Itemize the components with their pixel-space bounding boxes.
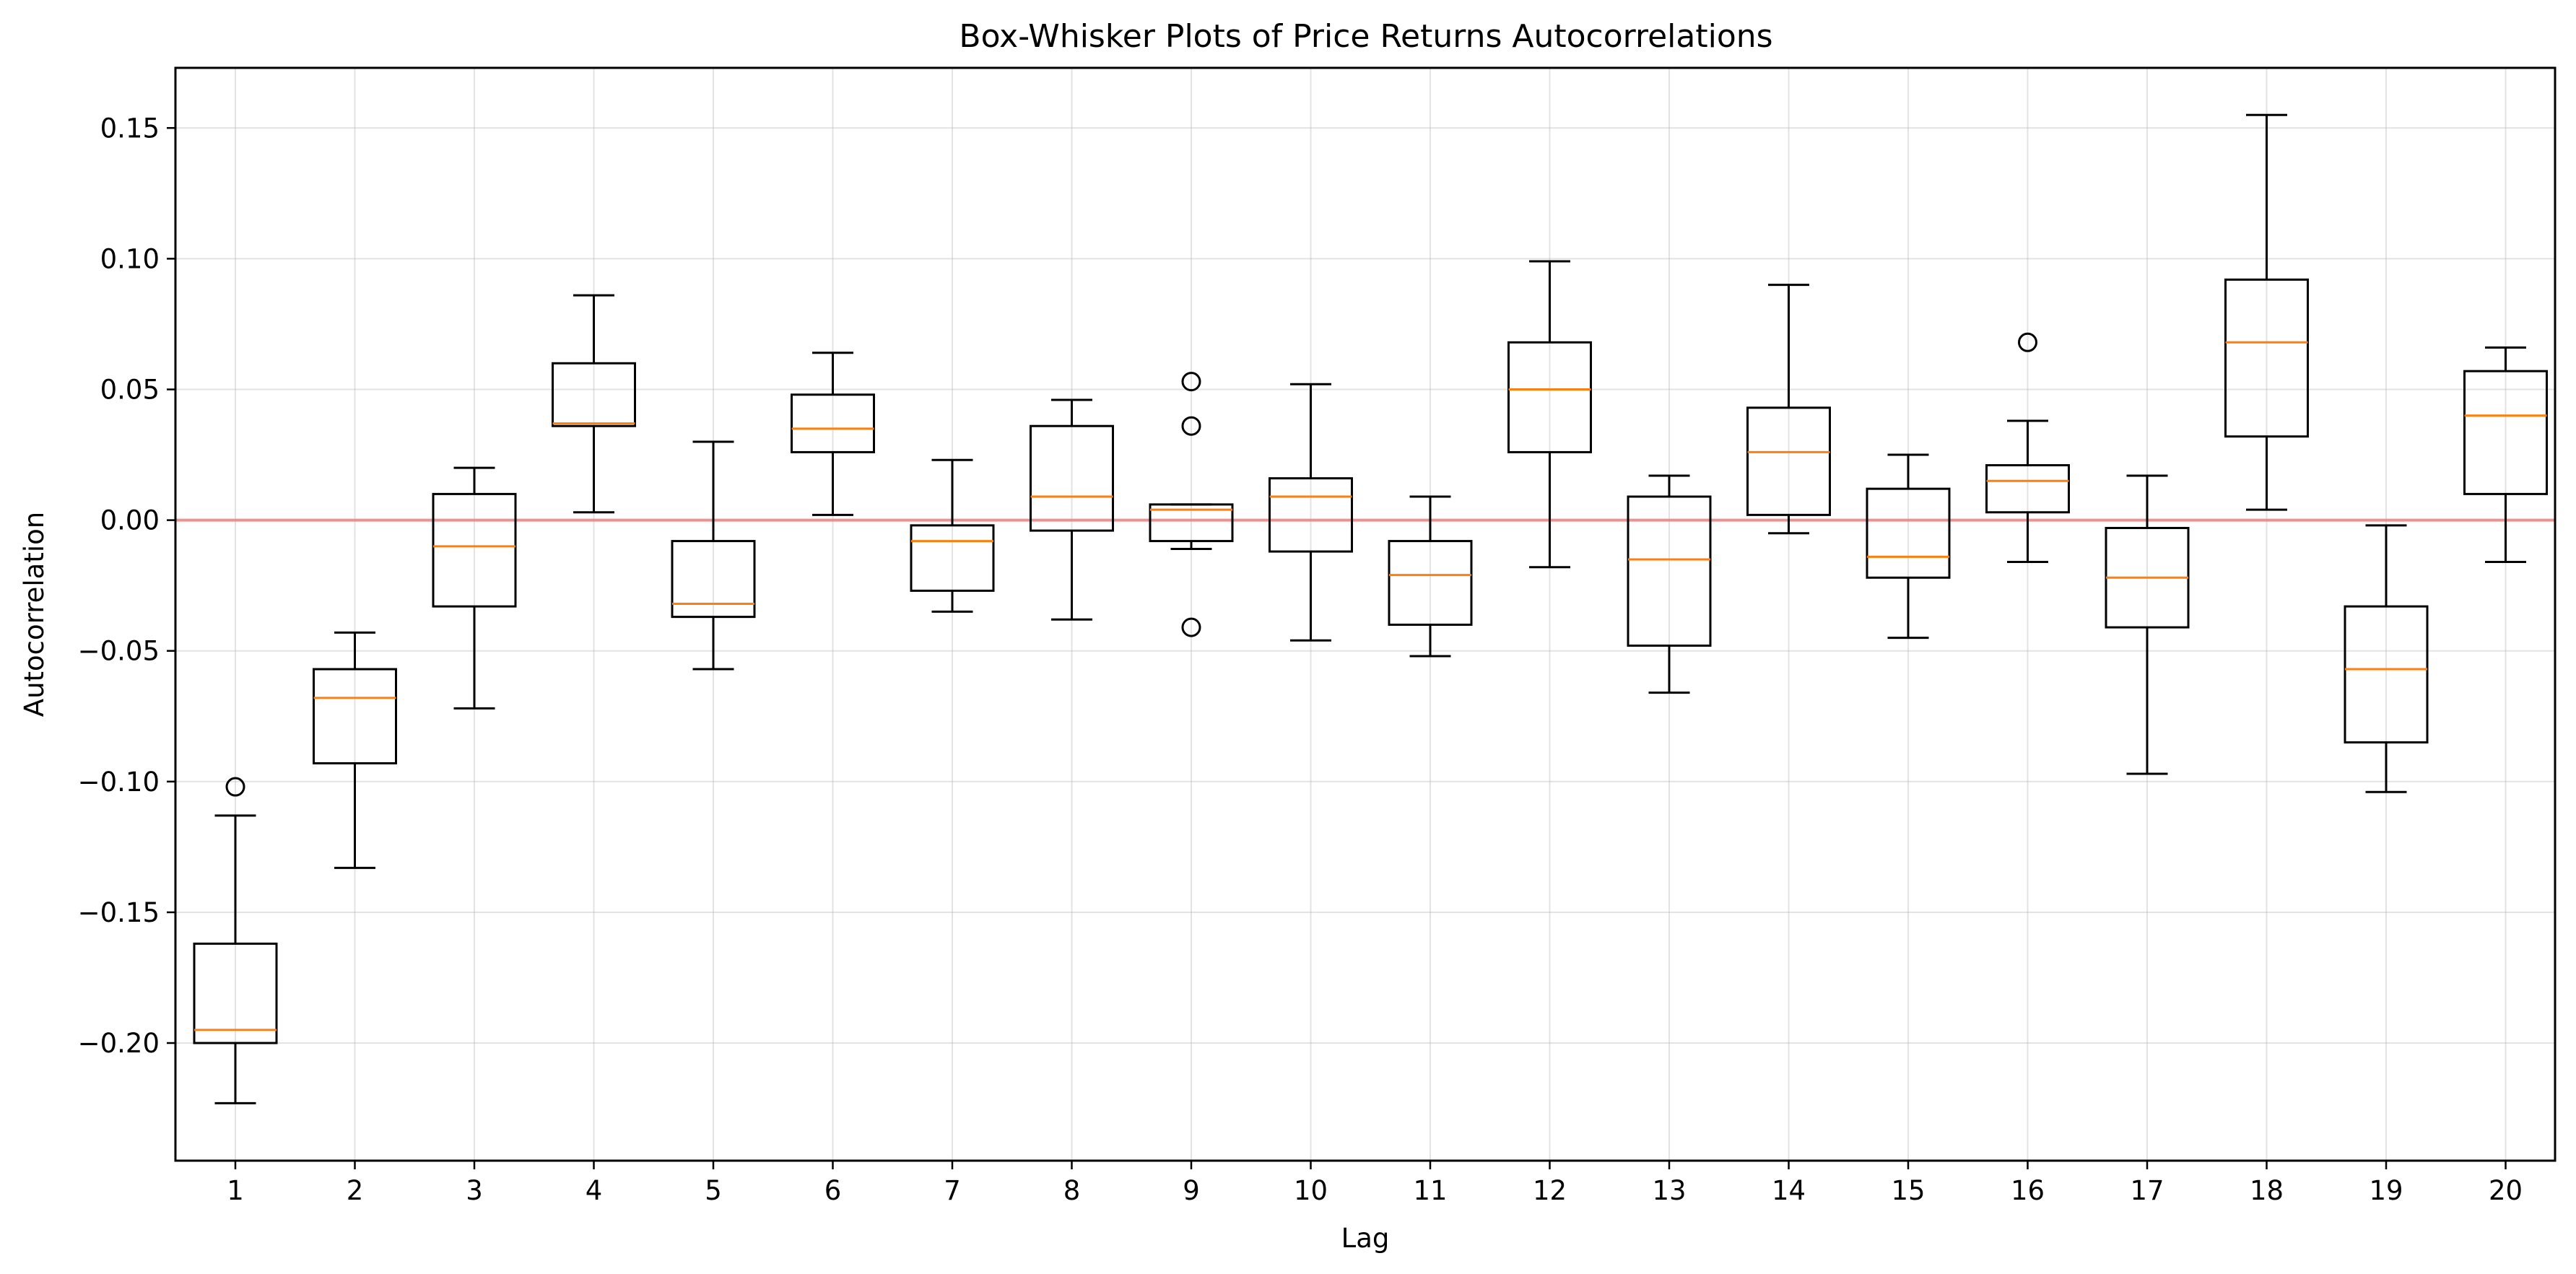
- x-tick-label: 18: [2250, 1175, 2284, 1206]
- x-tick-label: 10: [1294, 1175, 1328, 1206]
- iqr-box: [671, 540, 756, 619]
- box-group-lag-11: [1388, 495, 1473, 658]
- box-group-lag-7: [910, 458, 995, 613]
- outlier-point: [1181, 372, 1201, 392]
- iqr-box: [1269, 477, 1353, 553]
- y-tick-label: 0.10: [100, 243, 160, 274]
- x-tick-label: 11: [1413, 1175, 1447, 1206]
- y-tick-label: −0.10: [78, 767, 160, 798]
- iqr-box: [1507, 341, 1592, 453]
- box-group-lag-5: [671, 440, 756, 671]
- iqr-box: [552, 362, 636, 427]
- box-series: [193, 113, 2548, 1104]
- y-tick-label: 0.15: [100, 113, 160, 144]
- x-tick-label: 20: [2489, 1175, 2523, 1206]
- iqr-box: [313, 668, 397, 764]
- iqr-box: [1746, 406, 1831, 516]
- x-tick-label: 14: [1772, 1175, 1806, 1206]
- x-tick-label: 1: [227, 1175, 244, 1206]
- y-tick-label: −0.20: [78, 1028, 160, 1059]
- x-tick-label: 9: [1183, 1175, 1200, 1206]
- plot-frame: [174, 66, 2557, 1162]
- x-tick-label: 7: [944, 1175, 961, 1206]
- box-group-lag-8: [1030, 398, 1114, 621]
- box-group-lag-3: [432, 466, 517, 710]
- iqr-box: [2344, 605, 2429, 743]
- box-group-lag-4: [552, 294, 636, 514]
- box-group-lag-10: [1269, 383, 1353, 642]
- box-group-lag-16: [1985, 332, 2070, 564]
- box-group-lag-13: [1627, 474, 1712, 694]
- x-tick-label: 8: [1063, 1175, 1081, 1206]
- y-tick-label: −0.05: [78, 636, 160, 667]
- x-tick-label: 2: [347, 1175, 364, 1206]
- x-tick-label: 16: [2011, 1175, 2045, 1206]
- iqr-box: [1627, 495, 1712, 647]
- x-tick-label: 6: [824, 1175, 842, 1206]
- y-tick-label: 0.00: [100, 505, 160, 536]
- iqr-box: [2224, 278, 2309, 438]
- iqr-box: [193, 942, 278, 1044]
- iqr-box: [791, 393, 875, 453]
- outlier-point: [1181, 617, 1201, 637]
- iqr-box: [432, 492, 517, 608]
- box-group-lag-6: [791, 352, 875, 516]
- box-group-lag-1: [193, 777, 278, 1104]
- iqr-box: [910, 524, 995, 592]
- y-axis-label: Autocorrelation: [19, 512, 50, 717]
- x-tick-label: 4: [586, 1175, 603, 1206]
- y-axis-ticks: −0.20 −0.15 −0.10 −0.05 0.00 0.05 0.10 0.15: [78, 113, 175, 1059]
- x-tick-label: 3: [466, 1175, 483, 1206]
- x-tick-label: 12: [1533, 1175, 1567, 1206]
- x-axis-label: Lag: [1341, 1223, 1390, 1254]
- box-group-lag-17: [2105, 474, 2190, 775]
- x-tick-label: 5: [705, 1175, 722, 1206]
- iqr-box: [2463, 370, 2548, 495]
- box-group-lag-15: [1866, 453, 1951, 640]
- iqr-box: [1985, 464, 2070, 514]
- x-tick-label: 15: [1891, 1175, 1925, 1206]
- box-group-lag-12: [1507, 260, 1592, 569]
- outlier-point: [2018, 332, 2037, 352]
- outlier-point: [225, 777, 245, 797]
- iqr-box: [1388, 540, 1473, 626]
- box-group-lag-9: [1149, 372, 1234, 637]
- x-tick-label: 17: [2130, 1175, 2164, 1206]
- x-tick-label: 13: [1652, 1175, 1686, 1206]
- box-group-lag-19: [2344, 524, 2429, 793]
- box-group-lag-20: [2463, 346, 2548, 564]
- iqr-box: [1030, 424, 1114, 532]
- x-tick-label: 19: [2369, 1175, 2403, 1206]
- x-axis-ticks: 1 2 3 4 5 6 7 8 9 10 11 12 13 14 15 16 17 18 19 20: [227, 1161, 2523, 1206]
- iqr-box: [1866, 487, 1951, 579]
- y-tick-label: 0.05: [100, 375, 160, 406]
- chart-title: Box-Whisker Plots of Price Returns Autoc…: [959, 18, 1772, 55]
- y-tick-label: −0.15: [78, 897, 160, 928]
- box-group-lag-14: [1746, 284, 1831, 535]
- box-group-lag-2: [313, 631, 397, 869]
- iqr-box: [1149, 503, 1234, 543]
- outlier-point: [1181, 416, 1201, 436]
- box-group-lag-18: [2224, 113, 2309, 511]
